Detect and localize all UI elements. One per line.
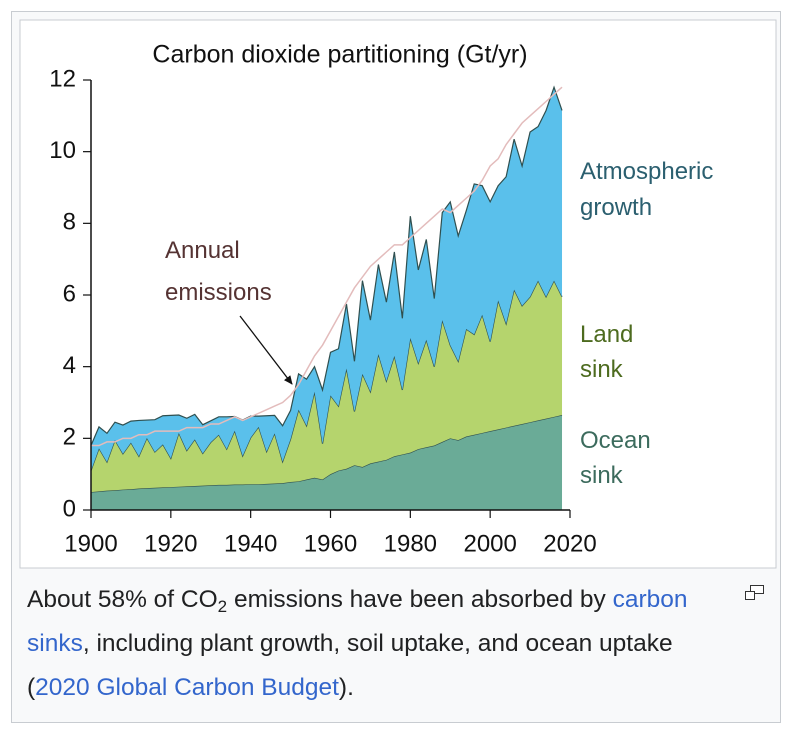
chart: Carbon dioxide partitioning (Gt/yr) 0 2 4 6…	[19, 19, 777, 569]
x-tick-label: 1960	[304, 530, 357, 557]
caption-subscript: 2	[217, 597, 228, 616]
caption: About 58% of CO2 emissions have been abs…	[27, 578, 739, 710]
x-tick-label: 1980	[384, 530, 437, 557]
x-tick-label: 1920	[144, 530, 197, 557]
caption-text: About 58% of CO	[27, 586, 218, 613]
y-tick-label: 4	[63, 352, 76, 379]
caption-text: , including plant growth, soil uptake, a…	[27, 630, 673, 701]
y-tick-label: 10	[49, 137, 76, 164]
link[interactable]: carbon sinks	[27, 586, 688, 657]
series-label: Land sink	[580, 321, 633, 383]
y-tick-label: 12	[49, 65, 76, 92]
x-tick-label: 1900	[64, 530, 117, 557]
series-label: Ocean sink	[580, 427, 651, 489]
area	[91, 87, 563, 471]
area-edge	[90, 85, 563, 446]
annotation-arrow	[239, 315, 293, 385]
y-tick-label: 8	[63, 209, 76, 236]
y-tick-label: 6	[63, 280, 76, 307]
area	[91, 415, 563, 510]
link[interactable]: 2020 Global Carbon Budget	[35, 674, 339, 701]
area	[91, 280, 563, 493]
series-label: Annual emissions	[165, 237, 272, 306]
y-tick-label: 0	[63, 495, 76, 522]
caption-text: ).	[338, 674, 354, 701]
caption-text: emissions have been absorbed by	[227, 586, 613, 613]
chart-title: Carbon dioxide partitioning (Gt/yr)	[152, 41, 527, 69]
series-label: Atmospheric growth	[580, 158, 713, 221]
x-tick-label: 2000	[463, 530, 516, 557]
x-tick-label: 1940	[224, 530, 277, 557]
expand-icon[interactable]	[744, 584, 766, 602]
emissions-line	[91, 86, 563, 447]
x-tick-label: 2020	[543, 530, 596, 557]
y-tick-label: 2	[63, 424, 76, 451]
